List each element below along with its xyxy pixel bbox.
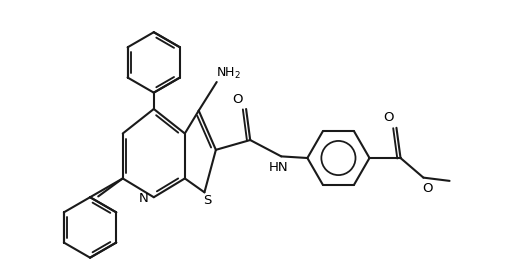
Text: N: N <box>138 192 148 205</box>
Text: O: O <box>383 112 394 124</box>
Text: O: O <box>422 182 433 195</box>
Text: NH$_2$: NH$_2$ <box>216 66 241 81</box>
Text: HN: HN <box>269 161 289 174</box>
Text: O: O <box>232 93 243 106</box>
Text: S: S <box>203 194 212 207</box>
